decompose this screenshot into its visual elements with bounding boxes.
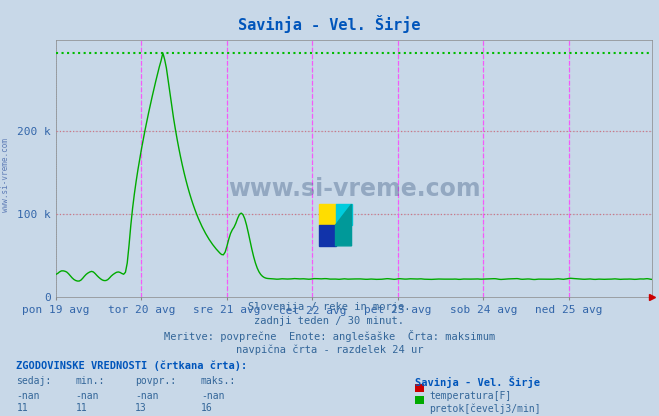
Text: 11: 11 bbox=[16, 403, 28, 413]
Text: www.si-vreme.com: www.si-vreme.com bbox=[1, 138, 10, 212]
Text: maks.:: maks.: bbox=[201, 376, 236, 386]
Text: www.si-vreme.com: www.si-vreme.com bbox=[228, 177, 480, 201]
Bar bbox=[320, 204, 335, 225]
Text: 11: 11 bbox=[76, 403, 88, 413]
Text: Savinja - Vel. Širje: Savinja - Vel. Širje bbox=[239, 15, 420, 32]
Text: 16: 16 bbox=[201, 403, 213, 413]
Text: 13: 13 bbox=[135, 403, 147, 413]
Text: sedaj:: sedaj: bbox=[16, 376, 51, 386]
Text: zadnji teden / 30 minut.: zadnji teden / 30 minut. bbox=[254, 316, 405, 326]
Text: temperatura[F]: temperatura[F] bbox=[429, 391, 511, 401]
Text: Slovenija / reke in morje.: Slovenija / reke in morje. bbox=[248, 302, 411, 312]
Text: povpr.:: povpr.: bbox=[135, 376, 176, 386]
Bar bbox=[335, 204, 351, 225]
Text: -nan: -nan bbox=[76, 391, 100, 401]
Text: -nan: -nan bbox=[201, 391, 225, 401]
Text: -nan: -nan bbox=[16, 391, 40, 401]
PathPatch shape bbox=[335, 204, 351, 246]
Bar bbox=[320, 225, 335, 246]
Text: pretok[čevelj3/min]: pretok[čevelj3/min] bbox=[429, 403, 540, 414]
Text: ZGODOVINSKE VREDNOSTI (črtkana črta):: ZGODOVINSKE VREDNOSTI (črtkana črta): bbox=[16, 361, 248, 371]
Text: Savinja - Vel. Širje: Savinja - Vel. Širje bbox=[415, 376, 540, 389]
Text: navpična črta - razdelek 24 ur: navpična črta - razdelek 24 ur bbox=[236, 344, 423, 354]
Text: min.:: min.: bbox=[76, 376, 105, 386]
Text: -nan: -nan bbox=[135, 391, 159, 401]
Text: Meritve: povprečne  Enote: anglešaške  Črta: maksimum: Meritve: povprečne Enote: anglešaške Črt… bbox=[164, 330, 495, 342]
